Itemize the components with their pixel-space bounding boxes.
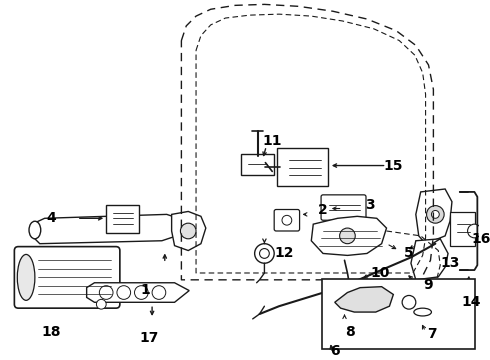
FancyBboxPatch shape: [322, 279, 475, 349]
Ellipse shape: [29, 221, 41, 239]
Text: 8: 8: [345, 325, 355, 339]
Text: 6: 6: [330, 344, 340, 358]
Circle shape: [431, 211, 439, 218]
Circle shape: [340, 228, 355, 244]
Text: 4: 4: [47, 211, 56, 225]
Text: 9: 9: [424, 278, 433, 292]
Polygon shape: [172, 211, 206, 251]
Circle shape: [99, 286, 113, 300]
Circle shape: [402, 296, 416, 309]
Text: 3: 3: [365, 198, 375, 212]
Polygon shape: [87, 283, 189, 302]
FancyBboxPatch shape: [241, 154, 274, 175]
Circle shape: [117, 286, 131, 300]
Text: 7: 7: [428, 327, 437, 341]
Text: 2: 2: [318, 203, 328, 216]
Ellipse shape: [17, 255, 35, 300]
Text: 18: 18: [42, 325, 61, 339]
Text: 12: 12: [274, 247, 294, 260]
Circle shape: [180, 223, 196, 239]
FancyBboxPatch shape: [450, 212, 475, 246]
Circle shape: [467, 224, 481, 238]
Text: 15: 15: [384, 158, 403, 172]
Polygon shape: [311, 216, 387, 255]
FancyBboxPatch shape: [106, 204, 139, 233]
Polygon shape: [335, 287, 393, 312]
Circle shape: [260, 248, 270, 258]
Text: 16: 16: [471, 232, 490, 246]
Circle shape: [427, 206, 444, 223]
FancyBboxPatch shape: [14, 247, 120, 308]
FancyBboxPatch shape: [274, 210, 299, 231]
Circle shape: [255, 244, 274, 263]
Circle shape: [97, 300, 106, 309]
Text: 10: 10: [370, 266, 390, 280]
Circle shape: [135, 286, 148, 300]
Polygon shape: [32, 215, 181, 244]
Text: 1: 1: [140, 283, 150, 297]
Text: 11: 11: [263, 134, 282, 148]
Text: 13: 13: [441, 256, 460, 270]
Circle shape: [152, 286, 166, 300]
Circle shape: [282, 215, 292, 225]
FancyBboxPatch shape: [277, 148, 328, 186]
FancyBboxPatch shape: [321, 195, 366, 220]
Polygon shape: [411, 239, 448, 280]
Text: 5: 5: [404, 247, 414, 260]
Text: 17: 17: [140, 332, 159, 346]
Text: 14: 14: [462, 295, 481, 309]
Polygon shape: [416, 189, 452, 244]
Ellipse shape: [414, 308, 431, 316]
